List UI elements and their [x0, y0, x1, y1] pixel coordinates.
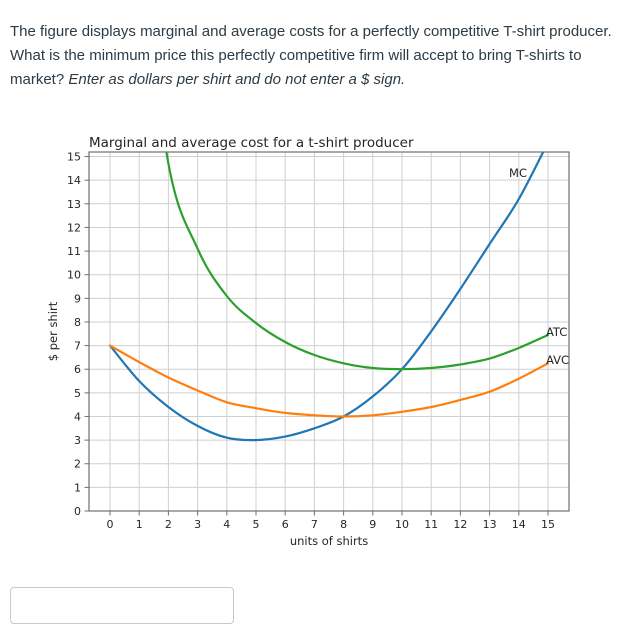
svg-text:15: 15 — [541, 518, 555, 531]
svg-text:8: 8 — [74, 316, 81, 329]
atc-curve-label: ATC — [546, 325, 567, 339]
mc-curve — [108, 152, 545, 442]
svg-text:0: 0 — [107, 518, 114, 531]
x-axis-label: units of shirts — [290, 534, 368, 548]
svg-text:4: 4 — [74, 410, 81, 423]
svg-text:8: 8 — [340, 518, 347, 531]
svg-text:14: 14 — [512, 518, 526, 531]
svg-text:7: 7 — [311, 518, 318, 531]
svg-text:12: 12 — [453, 518, 467, 531]
svg-text:9: 9 — [369, 518, 376, 531]
svg-text:11: 11 — [424, 518, 438, 531]
svg-text:3: 3 — [194, 518, 201, 531]
x-tick-labels: 0 1 2 3 4 5 6 7 8 9 10 11 12 13 14 15 — [107, 518, 556, 531]
svg-text:4: 4 — [223, 518, 230, 531]
svg-text:15: 15 — [67, 151, 81, 164]
svg-text:1: 1 — [136, 518, 143, 531]
axis-ticks — [84, 156, 549, 516]
svg-text:6: 6 — [282, 518, 289, 531]
question-text: The figure displays marginal and average… — [10, 20, 630, 92]
y-axis-label: $ per shirt — [46, 301, 60, 361]
svg-text:0: 0 — [74, 505, 81, 518]
svg-text:1: 1 — [74, 481, 81, 494]
svg-text:13: 13 — [67, 198, 81, 211]
question-italic-instruction: Enter as dollars per shirt and do not en… — [68, 71, 406, 88]
svg-text:5: 5 — [253, 518, 260, 531]
svg-text:13: 13 — [483, 518, 497, 531]
avc-curve-label: AVC — [546, 353, 569, 367]
svg-text:2: 2 — [74, 458, 81, 471]
chart-title: Marginal and average cost for a t-shirt … — [89, 135, 414, 151]
svg-text:12: 12 — [67, 221, 81, 234]
svg-text:7: 7 — [74, 340, 81, 353]
svg-text:9: 9 — [74, 292, 81, 305]
svg-text:2: 2 — [165, 518, 172, 531]
svg-text:5: 5 — [74, 387, 81, 400]
svg-text:14: 14 — [67, 174, 81, 187]
svg-text:10: 10 — [395, 518, 409, 531]
svg-text:6: 6 — [74, 363, 81, 376]
mc-curve-label: MC — [509, 166, 527, 180]
answer-input[interactable] — [10, 587, 234, 624]
avc-curve — [108, 344, 550, 418]
plot-border — [88, 151, 570, 512]
svg-text:3: 3 — [74, 434, 81, 447]
svg-text:10: 10 — [67, 269, 81, 282]
grid — [89, 152, 569, 512]
question-main-text: The figure displays marginal and average… — [10, 23, 612, 88]
svg-text:11: 11 — [67, 245, 81, 258]
